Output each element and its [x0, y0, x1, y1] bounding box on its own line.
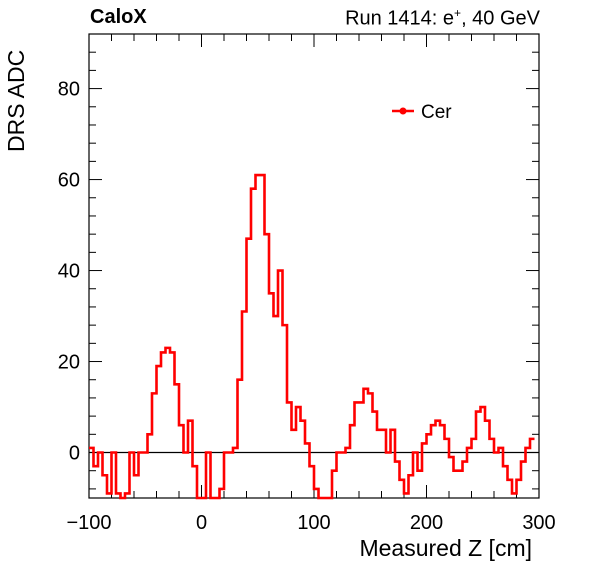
run-label: Run 1414: e+, 40 GeV — [345, 6, 540, 31]
series-line-cer — [89, 173, 535, 500]
series-layer — [89, 173, 535, 500]
legend-label-cer: Cer — [421, 102, 452, 123]
y-tick-label: 40 — [58, 261, 80, 283]
x-tick-label: 0 — [196, 512, 207, 534]
x-tick-label: 100 — [297, 512, 330, 534]
x-tick-label: −100 — [66, 512, 111, 534]
axis-ticks — [88, 33, 540, 498]
axis-tick-labels: −100 0 100 200 300 0 20 40 60 80 — [58, 79, 556, 534]
y-tick-label: 80 — [58, 79, 80, 101]
legend: Cer — [392, 102, 452, 123]
y-tick-label: 60 — [58, 170, 80, 192]
x-axis-label: Measured Z [cm] — [359, 535, 532, 561]
x-tick-label: 300 — [522, 512, 555, 534]
y-tick-label: 0 — [69, 443, 80, 465]
legend-marker-cer — [399, 107, 407, 115]
run-label-suffix: , 40 GeV — [461, 7, 540, 30]
experiment-label: CaloX — [90, 6, 147, 28]
run-label-superscript: + — [454, 6, 462, 20]
y-axis-label: DRS ADC — [3, 50, 29, 152]
run-label-prefix: Run 1414: e — [345, 7, 455, 30]
y-tick-label: 20 — [58, 352, 80, 374]
plot-frame — [88, 33, 540, 499]
x-tick-label: 200 — [410, 512, 443, 534]
